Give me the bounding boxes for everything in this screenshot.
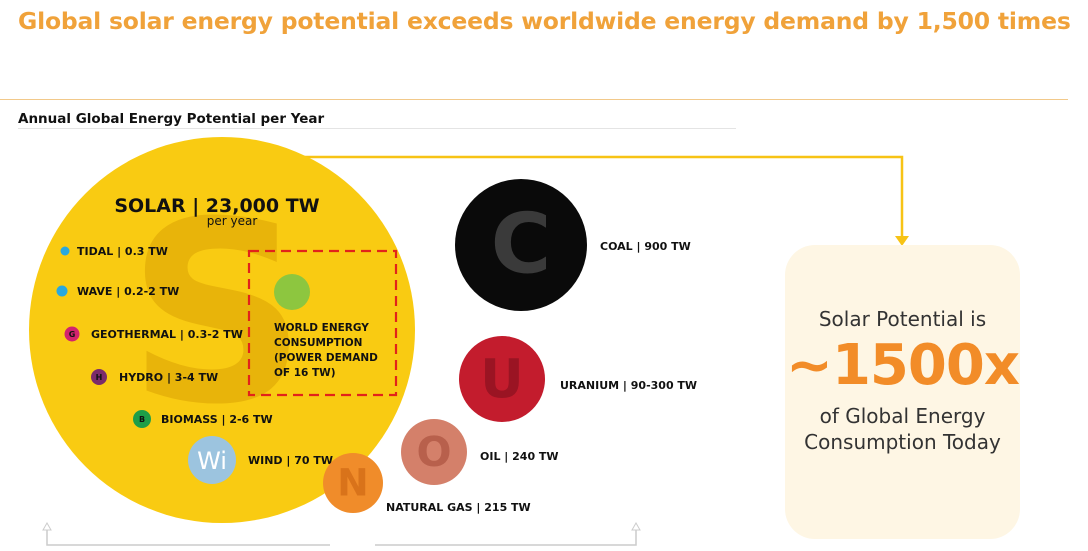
wind-label: WIND | 70 TW: [248, 454, 333, 467]
biomass-bubble-letter: B: [139, 415, 145, 424]
demand-highlight-box: [247, 249, 398, 397]
headline-divider: [0, 99, 1068, 100]
oil-label: OIL | 240 TW: [480, 450, 559, 463]
tidal-label: TIDAL | 0.3 TW: [77, 245, 168, 258]
solar-sublabel: per year: [207, 214, 258, 228]
natural-gas-bubble-letter: N: [337, 461, 368, 505]
wave-label: WAVE | 0.2-2 TW: [77, 285, 179, 298]
demand-label-line: OF 16 TW): [274, 367, 336, 379]
bracket-right-arrow: [631, 521, 641, 531]
geothermal-bubble: [64, 326, 80, 342]
bracket-left-arrow: [42, 521, 52, 531]
callout-line2: of Global Energy Consumption Today: [804, 404, 1001, 454]
demand-bubble: [274, 274, 310, 310]
subtitle-divider: [18, 128, 736, 129]
geothermal-bubble-letter: G: [69, 330, 76, 339]
geothermal-label: GEOTHERMAL | 0.3-2 TW: [91, 328, 243, 341]
bracket-left: [46, 530, 330, 546]
wind-bubble: [188, 436, 236, 484]
uranium-label: URANIUM | 90-300 TW: [560, 379, 697, 392]
uranium-bubble-letter: U: [480, 347, 524, 410]
natural-gas-label: NATURAL GAS | 215 TW: [386, 501, 531, 514]
page-headline: Global solar energy potential exceeds wo…: [18, 7, 1071, 35]
callout-ratio: ~1500x: [786, 333, 1020, 398]
chart-subtitle: Annual Global Energy Potential per Year: [18, 111, 325, 127]
coal-label: COAL | 900 TW: [600, 240, 691, 253]
connector-arrowhead: [895, 236, 909, 246]
oil-bubble: [401, 419, 467, 485]
biomass-bubble: [133, 410, 151, 428]
callout-line1: Solar Potential is: [818, 307, 987, 331]
wave-bubble: [56, 285, 68, 297]
demand-label-line: WORLD ENERGY: [274, 322, 369, 334]
connector-line: [300, 155, 904, 238]
uranium-bubble: [459, 336, 545, 422]
tidal-bubble: [60, 246, 70, 256]
solar-bubble: [29, 137, 415, 523]
bracket-right: [375, 530, 637, 546]
solar-watermark-letter: S: [127, 168, 307, 459]
hydro-bubble: [91, 369, 107, 385]
coal-bubble: [455, 179, 587, 311]
biomass-label: BIOMASS | 2-6 TW: [161, 413, 273, 426]
oil-bubble-letter: O: [416, 428, 451, 476]
wind-bubble-letter: Wi: [197, 447, 227, 475]
hydro-bubble-letter: H: [96, 373, 103, 382]
callout-box: Solar Potential is ~1500x of Global Ener…: [785, 245, 1020, 539]
hydro-label: HYDRO | 3-4 TW: [119, 371, 218, 384]
natural-gas-bubble: [323, 453, 383, 513]
solar-label: SOLAR | 23,000 TW: [114, 195, 319, 217]
coal-bubble-letter: C: [491, 197, 552, 293]
demand-label-line: (POWER DEMAND: [274, 352, 378, 364]
demand-label-line: CONSUMPTION: [274, 337, 362, 349]
